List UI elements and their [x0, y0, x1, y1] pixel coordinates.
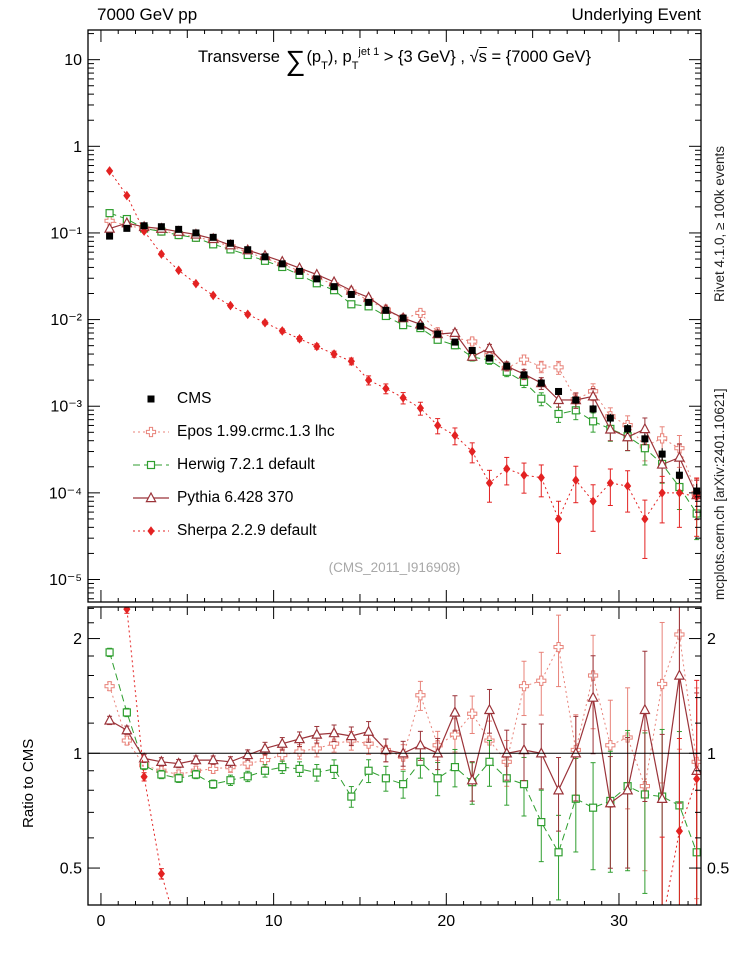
ratio-y-tick-label-right: 2: [707, 631, 716, 648]
legend-label: Herwig 7.2.1 default: [177, 455, 315, 473]
sherpa-marker-icon: [133, 525, 169, 536]
ratio-y-tick-label-left: 2: [73, 631, 82, 648]
main-y-tick-label: 10⁻⁴: [49, 485, 82, 502]
title-segment: s: [478, 48, 487, 66]
ratio-axis-title: Ratio to CMS: [20, 738, 37, 828]
title-segment: > {3 GeV} ,: [379, 48, 470, 66]
title-segment: ), p: [327, 48, 352, 66]
rivet-version-label: Rivet 4.1.0, ≥ 100k events: [712, 146, 727, 302]
title-segment: (p: [306, 48, 322, 66]
legend-label: CMS: [177, 389, 212, 407]
main-y-tick-label: 10⁻⁵: [49, 572, 82, 589]
title-segment: jet 1: [358, 46, 380, 58]
title-segment: ∑: [285, 45, 306, 76]
title-segment: = {7000 GeV}: [486, 48, 592, 66]
mcplots-credit-label: mcplots.cern.ch [arXiv:2401.10621]: [712, 388, 727, 600]
main-y-tick-label: 10⁻¹: [50, 225, 82, 242]
plot-title: Transverse ∑(pT), pTjet 1 > {3 GeV} , √s…: [88, 46, 701, 75]
epos-marker-icon: [133, 426, 169, 437]
beam-energy-label: 7000 GeV pp: [97, 5, 198, 24]
analysis-id-watermark: (CMS_2011_I916908): [328, 560, 461, 575]
legend-item-herwig: Herwig 7.2.1 default: [132, 448, 335, 481]
cms-marker-icon: [147, 395, 155, 402]
main-y-tick-label: 10⁻³: [50, 399, 82, 416]
title-segment: √: [469, 48, 479, 66]
main-y-tick-label: 10: [64, 52, 82, 69]
legend-item-epos: Epos 1.99.crmc.1.3 lhc: [132, 415, 335, 448]
legend-item-pythia: Pythia 6.428 370: [132, 481, 335, 514]
ratio-y-tick-label-right: 0.5: [707, 861, 729, 878]
legend: CMS Epos 1.99.crmc.1.3 lhc Herwig 7.2.1 de…: [132, 382, 335, 547]
title-segment: Transverse: [197, 48, 285, 66]
legend-label: Sherpa 2.2.9 default: [177, 521, 317, 539]
pythia-marker-icon: [133, 491, 169, 502]
x-tick-label: 0: [96, 913, 105, 930]
main-y-tick-label: 10⁻²: [50, 312, 82, 329]
ratio-y-tick-label-left: 0.5: [60, 861, 82, 878]
ratio-y-tick-label-right: 1: [707, 746, 716, 763]
x-tick-label: 10: [265, 913, 283, 930]
legend-item-sherpa: Sherpa 2.2.9 default: [132, 514, 335, 547]
x-tick-label: 30: [610, 913, 628, 930]
title-segment: T: [321, 60, 328, 72]
main-y-tick-label: 1: [73, 139, 82, 156]
title-segment: T: [351, 60, 359, 72]
analysis-topic-label: Underlying Event: [571, 5, 701, 24]
legend-label: Epos 1.99.crmc.1.3 lhc: [177, 422, 335, 440]
legend-item-cms: CMS: [132, 382, 335, 415]
ratio-y-tick-label-left: 1: [73, 746, 82, 763]
legend-label: Pythia 6.428 370: [177, 488, 294, 506]
x-tick-label: 20: [437, 913, 455, 930]
herwig-marker-icon: [133, 460, 169, 469]
